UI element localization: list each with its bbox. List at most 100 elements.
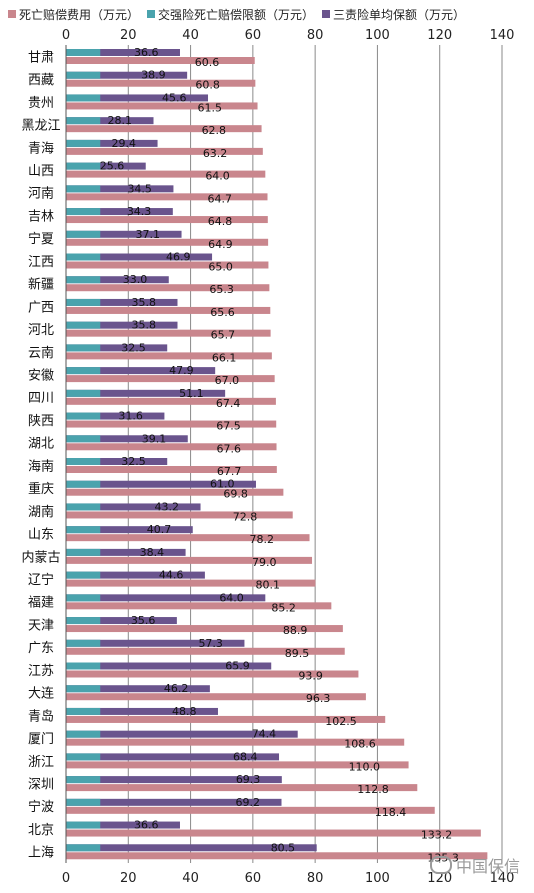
category-label: 辽宁	[28, 572, 54, 588]
data-label-third-party: 36.6	[134, 819, 159, 832]
bar-death-compensation	[66, 102, 258, 110]
bar-death-compensation	[66, 216, 268, 224]
bar-death-compensation	[66, 715, 386, 723]
category-label: 西藏	[28, 73, 54, 88]
bar-compulsory-limit	[66, 662, 101, 670]
bar-third-party	[66, 344, 168, 352]
bar-death-compensation	[66, 193, 268, 201]
data-label-death: 60.6	[195, 56, 220, 69]
bar-compulsory-limit	[66, 639, 101, 647]
data-label-third-party: 80.5	[271, 841, 296, 854]
wechat-logo-icon	[429, 856, 452, 874]
category-label: 海南	[28, 458, 54, 474]
category-label: 陕西	[28, 414, 54, 429]
bar-third-party	[66, 117, 154, 125]
category-label: 深圳	[28, 777, 54, 792]
data-label-death: 67.5	[216, 420, 241, 433]
bar-third-party	[66, 49, 180, 56]
bar-death-compensation	[66, 170, 266, 178]
bar-death-compensation	[66, 761, 409, 769]
watermark: 中国保信	[429, 853, 520, 877]
bar-death-compensation	[66, 852, 488, 860]
bar-third-party	[66, 458, 168, 465]
category-label: 山西	[28, 164, 54, 179]
x-tick-top-40: 40	[182, 28, 199, 43]
data-label-third-party: 45.6	[162, 91, 187, 104]
bar-compulsory-limit	[66, 71, 101, 79]
category-label: 江苏	[28, 663, 54, 679]
category-label: 河南	[28, 186, 54, 202]
bar-third-party	[66, 139, 158, 147]
bar-compulsory-limit	[66, 548, 101, 556]
category-label: 广东	[28, 641, 54, 656]
bar-third-party	[66, 571, 205, 579]
bar-third-party	[66, 685, 210, 693]
bar-death-compensation	[66, 738, 405, 746]
data-label-death: 72.8	[233, 510, 258, 523]
category-label: 厦门	[28, 732, 54, 747]
bar-compulsory-limit	[66, 844, 101, 852]
bar-compulsory-limit	[66, 162, 101, 170]
bar-death-compensation	[66, 329, 271, 337]
bar-third-party	[66, 662, 272, 670]
bar-compulsory-limit	[66, 594, 101, 602]
bar-third-party	[66, 707, 218, 715]
data-label-death: 67.4	[216, 397, 241, 410]
data-label-death: 63.2	[203, 147, 228, 160]
bar-compulsory-limit	[66, 571, 101, 579]
data-label-third-party: 35.6	[131, 614, 156, 627]
data-label-death: 89.5	[285, 647, 310, 660]
data-label-third-party: 68.4	[233, 750, 258, 763]
bar-compulsory-limit	[66, 276, 101, 284]
bar-death-compensation	[66, 466, 277, 473]
data-label-third-party: 69.3	[236, 773, 261, 786]
category-label: 湖南	[28, 504, 54, 520]
data-label-third-party: 47.9	[169, 364, 194, 377]
bar-compulsory-limit	[66, 503, 101, 511]
data-label-third-party: 38.9	[141, 69, 166, 82]
category-label: 青海	[28, 141, 54, 156]
bar-third-party	[66, 185, 174, 193]
data-label-third-party: 32.5	[121, 455, 146, 468]
x-tick-top-20: 20	[120, 28, 137, 43]
data-label-death: 69.8	[223, 488, 248, 501]
data-label-third-party: 33.0	[123, 273, 147, 286]
bar-third-party	[66, 321, 178, 329]
category-label: 河北	[28, 323, 54, 338]
legend-label-compulsory: 交强险死亡赔偿限额（万元）	[158, 7, 315, 22]
data-label-death: 118.4	[375, 806, 407, 819]
bar-compulsory-limit	[66, 49, 101, 56]
category-label: 北京	[28, 823, 54, 838]
data-label-death: 78.2	[250, 533, 275, 546]
data-label-death: 61.5	[198, 101, 223, 114]
category-label: 黑龙江	[21, 119, 60, 134]
bar-compulsory-limit	[66, 685, 101, 693]
bar-compulsory-limit	[66, 321, 101, 329]
bar-death-compensation	[66, 79, 256, 87]
category-label: 广西	[28, 300, 54, 315]
data-label-death: 112.8	[357, 783, 389, 796]
data-label-third-party: 37.1	[136, 228, 161, 241]
bar-compulsory-limit	[66, 389, 101, 397]
category-label: 甘肃	[28, 50, 54, 65]
data-label-third-party: 40.7	[147, 523, 172, 536]
data-label-third-party: 34.5	[127, 182, 152, 195]
data-label-death: 67.0	[215, 374, 240, 387]
bar-third-party	[66, 208, 173, 216]
x-tick-top-80: 80	[307, 28, 324, 43]
bar-compulsory-limit	[66, 185, 101, 193]
bar-compulsory-limit	[66, 730, 101, 738]
data-label-death: 65.0	[208, 261, 233, 274]
legend-swatch-death	[8, 10, 16, 18]
legend-label-death: 死亡赔偿费用（万元）	[19, 7, 140, 22]
bar-compulsory-limit	[66, 458, 101, 465]
data-label-third-party: 35.8	[131, 319, 156, 332]
bar-compulsory-limit	[66, 617, 101, 625]
data-label-death: 79.0	[252, 556, 277, 569]
x-tick-bottom-40: 40	[182, 871, 199, 886]
data-label-third-party: 43.2	[155, 500, 180, 513]
chart-legend: 死亡赔偿费用（万元） 交强险死亡赔偿限额（万元） 三责险单均保额（万元）	[0, 4, 534, 24]
data-label-death: 67.7	[217, 465, 242, 478]
bar-death-compensation	[66, 693, 366, 701]
